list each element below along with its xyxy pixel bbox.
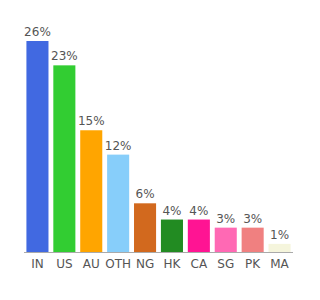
data-label: 26%: [24, 25, 51, 39]
data-label: 3%: [216, 212, 235, 226]
data-label: 12%: [105, 139, 132, 153]
bars: [26, 41, 290, 252]
data-label: 4%: [189, 204, 208, 218]
x-tick-label: NG: [136, 257, 154, 271]
data-label: 4%: [162, 204, 181, 218]
bar: [269, 244, 291, 252]
x-tick-label: PK: [245, 257, 261, 271]
x-tick-label: AU: [83, 257, 100, 271]
x-tick-label: SG: [217, 257, 234, 271]
x-tick-label: US: [56, 257, 72, 271]
data-label: 3%: [243, 212, 262, 226]
bar: [161, 220, 183, 252]
chart-svg: 26% IN 23% US 15% AU 12% OTH 6% NG 4% HK 4% CA 3% SG 3% P…: [0, 0, 320, 300]
page: {"chart_data": {"type": "bar", "categori…: [0, 0, 320, 300]
bar: [215, 228, 237, 252]
bar: [26, 41, 48, 252]
chart-container: 26% IN 23% US 15% AU 12% OTH 6% NG 4% HK 4% CA 3% SG 3% P…: [0, 0, 320, 300]
bar: [80, 130, 102, 252]
x-tick-label: CA: [191, 257, 208, 271]
bar: [53, 65, 75, 252]
labels: 26% IN 23% US 15% AU 12% OTH 6% NG 4% HK 4% CA 3% SG 3% P…: [24, 25, 290, 271]
x-tick-label: HK: [163, 257, 181, 271]
bar: [188, 220, 210, 252]
x-tick-label: OTH: [105, 257, 131, 271]
x-axis-line: [24, 252, 293, 253]
data-label: 6%: [136, 187, 155, 201]
x-tick-label: MA: [270, 257, 289, 271]
data-label: 15%: [78, 114, 105, 128]
data-label: 23%: [51, 49, 78, 63]
bar: [134, 203, 156, 252]
x-tick-label: IN: [31, 257, 44, 271]
data-label: 1%: [270, 228, 289, 242]
bar: [242, 228, 264, 252]
bar: [107, 155, 129, 252]
